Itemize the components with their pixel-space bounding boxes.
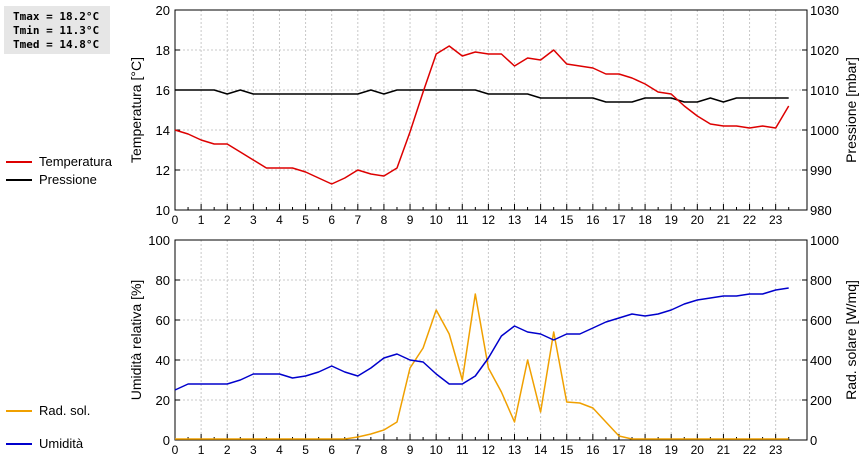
- chart1-x-tick-label: 19: [665, 213, 679, 227]
- stats-box: Tmax = 18.2°C Tmin = 11.3°C Tmed = 14.8°…: [4, 6, 110, 54]
- chart1-x-tick-label: 0: [172, 213, 179, 227]
- chart1-y-tick-label: 14: [156, 123, 170, 138]
- chart1-x-tick-label: 11: [456, 213, 469, 227]
- chart2-x-tick-label: 15: [560, 443, 574, 457]
- chart1-x-tick-label: 22: [743, 213, 757, 227]
- chart1-x-tick-label: 4: [276, 213, 283, 227]
- chart2-x-tick-label: 4: [276, 443, 283, 457]
- chart1-x-tick-label: 12: [482, 213, 496, 227]
- chart2-y-tick-label: 0: [163, 433, 170, 448]
- chart2-x-tick-label: 8: [381, 443, 388, 457]
- legend-label-pressione: Pressione: [39, 172, 97, 187]
- chart2-y2-axis-title: Rad. solare [W/mq]: [843, 280, 859, 400]
- chart2-x-tick-label: 0: [172, 443, 179, 457]
- stat-tmin: Tmin = 11.3°C: [13, 24, 100, 37]
- chart2-x-tick-label: 20: [691, 443, 705, 457]
- chart1-x-tick-label: 9: [407, 213, 414, 227]
- chart2-x-tick-label: 21: [717, 443, 731, 457]
- chart2-plot-frame: [174, 239, 808, 441]
- chart2-y2-tick-label: 200: [810, 393, 832, 408]
- chart1-x-tick-label: 18: [638, 213, 652, 227]
- chart2-y-tick-label: 60: [156, 313, 170, 328]
- chart1-y2-tick-label: 1010: [810, 83, 839, 98]
- chart2-y-tick-label: 80: [156, 273, 170, 288]
- legend-label-umidita: Umidità: [39, 436, 84, 451]
- chart1-y-tick-label: 20: [156, 3, 170, 18]
- legend-swatch-temperatura: [6, 161, 32, 163]
- chart1-x-tick-label: 15: [560, 213, 574, 227]
- chart2-y2-tick-label: 0: [810, 433, 817, 448]
- chart2-y-tick-label: 100: [148, 233, 170, 248]
- legend-swatch-pressione: [6, 179, 32, 181]
- chart2-x-tick-label: 18: [638, 443, 652, 457]
- chart2-x-tick-label: 19: [665, 443, 679, 457]
- stat-tmed: Tmed = 14.8°C: [13, 38, 100, 51]
- chart2-x-tick-label: 12: [482, 443, 496, 457]
- chart1-y2-tick-label: 980: [810, 203, 832, 218]
- chart2-x-tick-label: 9: [407, 443, 414, 457]
- chart1-series-pressione-line: [175, 89, 789, 103]
- chart1-y-tick-label: 12: [156, 163, 170, 178]
- chart1-x-tick-label: 17: [612, 213, 626, 227]
- chart2-y-axis-title: Umidità relativa [%]: [128, 280, 144, 401]
- chart1-plot-frame: [174, 9, 808, 211]
- chart1-y-axis-title: Temperatura [°C]: [128, 57, 144, 163]
- chart2-series-rad-sol-line: [175, 293, 789, 440]
- chart1-x-tick-label: 14: [534, 213, 548, 227]
- chart1-x-tick-label: 1: [198, 213, 205, 227]
- chart2-series-umidit-line: [174, 287, 789, 391]
- chart2-x-tick-label: 7: [354, 443, 361, 457]
- chart1-y2-tick-label: 1020: [810, 43, 839, 58]
- chart1-x-tick-label: 7: [354, 213, 361, 227]
- chart1-y2-axis-title: Pressione [mbar]: [843, 57, 859, 163]
- chart2-y2-tick-label: 400: [810, 353, 832, 368]
- chart1-x-tick-label: 13: [508, 213, 522, 227]
- chart1-x-tick-label: 16: [586, 213, 600, 227]
- chart2-x-tick-label: 16: [586, 443, 600, 457]
- chart1-x-tick-label: 21: [717, 213, 731, 227]
- chart2-y-tick-label: 40: [156, 353, 170, 368]
- chart2-x-tick-label: 5: [302, 443, 309, 457]
- chart2-x-tick-label: 1: [198, 443, 205, 457]
- chart1-x-tick-label: 2: [224, 213, 231, 227]
- legend-swatch-rad-sol: [6, 410, 32, 412]
- chart2-x-tick-label: 10: [429, 443, 443, 457]
- chart1-y-tick-label: 16: [156, 83, 170, 98]
- chart2-x-tick-label: 13: [508, 443, 522, 457]
- chart2-y2-tick-label: 1000: [810, 233, 839, 248]
- chart1-y2-tick-label: 990: [810, 163, 832, 178]
- chart1-x-tick-label: 10: [429, 213, 443, 227]
- chart1-y-tick-label: 10: [156, 203, 170, 218]
- chart2-y2-tick-label: 600: [810, 313, 832, 328]
- chart2-x-tick-label: 6: [328, 443, 335, 457]
- legend-swatch-umidita: [6, 443, 32, 445]
- chart1-x-tick-label: 23: [769, 213, 783, 227]
- chart2-x-tick-label: 14: [534, 443, 548, 457]
- chart2-x-tick-label: 2: [224, 443, 231, 457]
- chart2-x-tick-label: 17: [612, 443, 626, 457]
- chart1-x-tick-label: 20: [691, 213, 705, 227]
- stat-tmax: Tmax = 18.2°C: [13, 10, 100, 23]
- chart2-x-tick-label: 22: [743, 443, 757, 457]
- chart2-x-tick-label: 3: [250, 443, 257, 457]
- chart1-y2-tick-label: 1030: [810, 3, 839, 18]
- chart1-x-tick-label: 6: [328, 213, 335, 227]
- chart1-y2-tick-label: 1000: [810, 123, 839, 138]
- chart2-x-tick-label: 11: [456, 443, 469, 457]
- chart1-x-tick-label: 5: [302, 213, 309, 227]
- chart1-series-temperatura-line: [174, 45, 790, 185]
- chart2-x-tick-label: 23: [769, 443, 783, 457]
- chart1-y-tick-label: 18: [156, 43, 170, 58]
- chart1-x-tick-label: 8: [381, 213, 388, 227]
- chart2-y2-tick-label: 800: [810, 273, 832, 288]
- legend-label-rad-sol: Rad. sol.: [39, 403, 91, 418]
- chart1-x-tick-label: 3: [250, 213, 257, 227]
- chart2-y-tick-label: 20: [156, 393, 170, 408]
- legend-label-temperatura: Temperatura: [39, 154, 112, 169]
